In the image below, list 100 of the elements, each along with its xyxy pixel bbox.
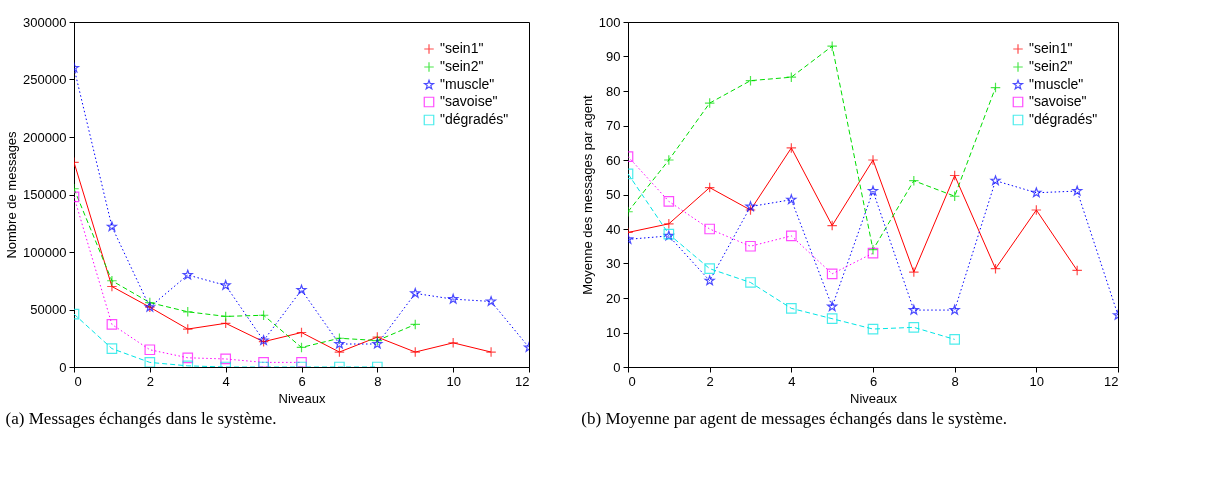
point (908, 304, 919, 315)
y-tick-label: 250000 (23, 72, 67, 87)
x-tick-label: 8 (951, 373, 959, 389)
x-tick-label: 10 (446, 373, 461, 389)
x-tick-label: 4 (788, 373, 796, 389)
y-tick-label: 10 (606, 325, 621, 340)
point (1071, 265, 1083, 276)
point (745, 240, 756, 252)
point (663, 218, 675, 230)
text: (a) Messages échangés dans le système. (5, 409, 277, 428)
legend-label: "sein1" (1029, 40, 1073, 56)
point (990, 82, 1001, 93)
x-tick-label: 6 (298, 373, 306, 389)
point (786, 194, 797, 205)
y-tick-label: 150000 (23, 187, 67, 202)
point (220, 311, 232, 322)
point (182, 323, 194, 335)
point (447, 337, 459, 349)
point (448, 293, 459, 304)
point (745, 201, 756, 212)
x-axis-title: Niveaux (278, 390, 326, 406)
y-tick-label: 50 (606, 187, 621, 202)
point (182, 306, 194, 318)
legend-label: "dégradés" (1029, 111, 1098, 127)
point (704, 263, 716, 275)
point (258, 357, 269, 367)
x-tick-label: 0 (628, 373, 636, 389)
point (144, 357, 156, 367)
point (826, 220, 838, 231)
point (908, 175, 920, 187)
point (785, 142, 797, 154)
x-tick-label: 0 (74, 373, 82, 389)
y-tick-label: 30 (606, 256, 621, 271)
point (409, 319, 421, 330)
x-tick-label: 8 (374, 373, 382, 389)
y-tick-label: 100 (598, 14, 621, 30)
y-tick-label: 200000 (23, 129, 67, 145)
point (220, 353, 232, 365)
point (1072, 185, 1083, 196)
point (827, 301, 838, 312)
point (663, 154, 675, 166)
point (908, 266, 920, 278)
point (745, 277, 756, 288)
point (704, 223, 716, 235)
y-tick-label: 100000 (23, 244, 67, 260)
point (663, 196, 675, 207)
x-tick-label: 12 (1104, 373, 1119, 389)
point (334, 346, 345, 358)
point (182, 269, 193, 280)
point (106, 275, 118, 287)
point (1030, 204, 1042, 216)
legend-label: "dégradés" (440, 111, 509, 127)
y-axis-title: Nombre de messages (4, 130, 20, 259)
x-tick-label: 2 (146, 373, 154, 389)
legend-label: "muscle" (440, 76, 495, 92)
x-tick-label: 12 (515, 373, 530, 389)
point (785, 303, 797, 314)
point (704, 182, 716, 193)
point (182, 352, 194, 364)
point (867, 185, 879, 196)
point (826, 40, 838, 52)
x-tick-label: 4 (222, 373, 230, 389)
point (949, 170, 961, 181)
point (485, 296, 497, 306)
point (704, 275, 715, 286)
point (990, 263, 1001, 275)
point (410, 288, 421, 298)
legend-label: "sein1" (440, 40, 484, 56)
y-tick-label: 300000 (23, 14, 67, 30)
point (258, 309, 269, 321)
point (296, 327, 307, 338)
point (106, 343, 118, 354)
point (485, 346, 497, 358)
y-tick-label: 50000 (30, 302, 67, 317)
text: (b) Moyenne par agent de messages échangés dans le système. (581, 409, 1008, 428)
point (704, 97, 716, 109)
x-tick-label: 6 (869, 373, 878, 389)
point (949, 304, 960, 315)
point (334, 338, 345, 349)
point (144, 344, 156, 356)
y-tick-label: 60 (606, 152, 621, 168)
point (867, 154, 879, 166)
point (785, 71, 797, 83)
point (745, 75, 756, 86)
legend-label: "savoise" (1029, 93, 1087, 109)
y-tick-label: 70 (606, 118, 621, 133)
point (220, 280, 231, 290)
point (949, 334, 961, 345)
point (826, 313, 838, 325)
legend-label: "sein2" (1029, 58, 1073, 74)
point (1031, 187, 1042, 198)
x-tick-label: 2 (706, 373, 714, 389)
point (908, 321, 920, 333)
point (409, 346, 421, 358)
point (144, 297, 156, 308)
point (826, 268, 838, 280)
point (296, 284, 307, 295)
point (106, 221, 118, 232)
point (106, 319, 118, 330)
y-tick-label: 80 (606, 83, 621, 99)
